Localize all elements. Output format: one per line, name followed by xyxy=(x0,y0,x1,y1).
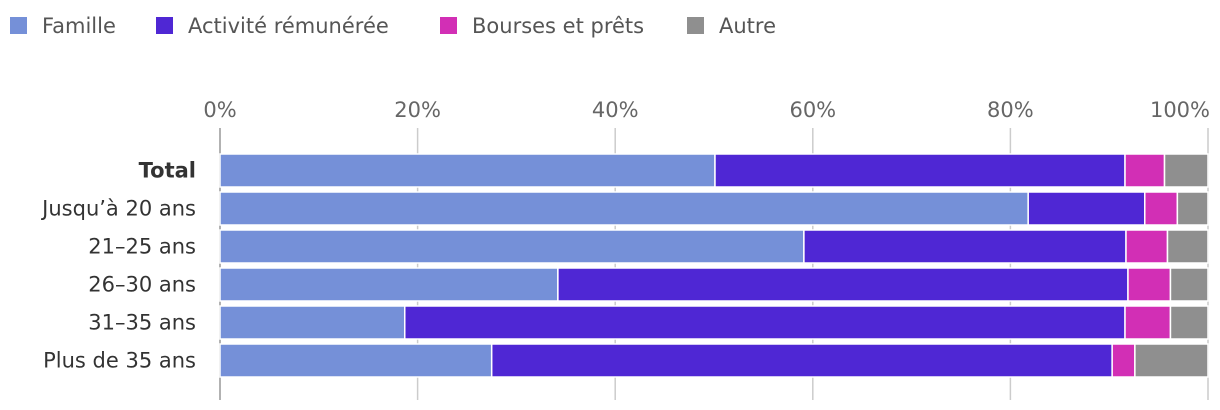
bar-jusqu-a-20-ans-bourses-et-prets xyxy=(1144,191,1179,226)
bar-31-35-ans-bourses-et-prets xyxy=(1124,305,1172,340)
category-label-31-35-ans: 31–35 ans xyxy=(88,311,196,335)
tick-label-80: 80% xyxy=(987,98,1034,122)
bar-31-35-ans-activite-remuneree xyxy=(404,305,1126,340)
bar-26-30-ans-famille xyxy=(219,267,559,302)
category-label-plus-de-35-ans: Plus de 35 ans xyxy=(43,349,196,373)
bar-plus-de-35-ans-famille xyxy=(219,343,493,378)
bar-plus-de-35-ans-activite-remuneree xyxy=(490,343,1113,378)
category-label-21-25-ans: 21–25 ans xyxy=(88,235,196,259)
bar-21-25-ans-bourses-et-prets xyxy=(1125,229,1169,264)
legend-label-famille: Famille xyxy=(42,14,116,38)
category-labels: Total Jusqu’à 20 ans 21–25 ans 26–30 ans 31–… xyxy=(40,159,196,373)
bar-26-30-ans-activite-remuneree xyxy=(557,267,1129,302)
bar-total-bourses-et-prets xyxy=(1124,153,1166,188)
bar-total-famille xyxy=(219,153,716,188)
tick-label-0: 0% xyxy=(203,98,236,122)
legend-swatch-autre xyxy=(687,17,704,34)
bar-jusqu-a-20-ans-autre xyxy=(1176,191,1209,226)
bar-31-35-ans-autre xyxy=(1169,305,1209,340)
tick-label-60: 60% xyxy=(789,98,836,122)
bar-jusqu-a-20-ans-famille xyxy=(219,191,1029,226)
bar-plus-de-35-ans-autre xyxy=(1134,343,1209,378)
category-label-total: Total xyxy=(139,159,196,183)
bar-31-35-ans-famille xyxy=(219,305,406,340)
bar-total-activite-remuneree xyxy=(714,153,1126,188)
bar-26-30-ans-autre xyxy=(1169,267,1209,302)
legend-label-activite-remuneree: Activité rémunérée xyxy=(188,14,389,38)
legend: Famille Activité rémunérée Bourses et prêt… xyxy=(10,14,776,38)
category-label-jusqu-a-20-ans: Jusqu’à 20 ans xyxy=(40,197,196,221)
bar-21-25-ans-autre xyxy=(1166,229,1209,264)
bar-total-autre xyxy=(1163,153,1209,188)
legend-swatch-activite-remuneree xyxy=(156,17,173,34)
tick-label-40: 40% xyxy=(592,98,639,122)
x-axis-ticks: 0% 20% 40% 60% 80% 100% xyxy=(203,98,1210,122)
legend-label-autre: Autre xyxy=(719,14,776,38)
legend-swatch-famille xyxy=(10,17,27,34)
legend-label-bourses-et-prets: Bourses et prêts xyxy=(472,14,644,38)
bars xyxy=(219,153,1209,378)
bar-21-25-ans-activite-remuneree xyxy=(803,229,1127,264)
category-label-26-30-ans: 26–30 ans xyxy=(88,273,196,297)
tick-label-20: 20% xyxy=(394,98,441,122)
bar-plus-de-35-ans-bourses-et-prets xyxy=(1111,343,1136,378)
legend-swatch-bourses-et-prets xyxy=(440,17,457,34)
bar-26-30-ans-bourses-et-prets xyxy=(1127,267,1172,302)
bar-21-25-ans-famille xyxy=(219,229,805,264)
tick-label-100: 100% xyxy=(1150,98,1210,122)
bar-jusqu-a-20-ans-activite-remuneree xyxy=(1027,191,1146,226)
